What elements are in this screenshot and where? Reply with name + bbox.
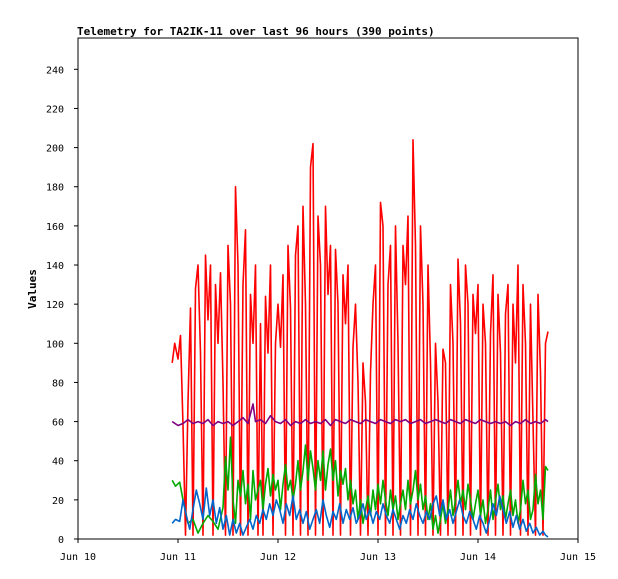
y-tick-label: 80 [52, 378, 64, 389]
y-tick-label: 220 [46, 104, 64, 115]
x-tick-label: Jun 15 [560, 552, 596, 563]
axes-group: 0 20 40 60 80 100 120 140 160 180 200 220 240 Jun 10 J… [46, 65, 596, 563]
series-line-1 [171, 139, 549, 536]
y-tick-label: 0 [58, 535, 64, 546]
series-line-2 [171, 403, 549, 427]
y-tick-label: 60 [52, 418, 64, 429]
y-tick-label: 140 [46, 261, 64, 272]
x-tick-label: Jun 12 [260, 552, 296, 563]
y-tick-label: 120 [46, 300, 64, 311]
y-tick-label: 100 [46, 339, 64, 350]
y-tick-label: 40 [52, 457, 64, 468]
y-tick-label: 200 [46, 144, 64, 155]
x-tick-label: Jun 11 [160, 552, 196, 563]
series-line-4 [171, 487, 549, 538]
plot-area-frame [77, 37, 579, 540]
x-tick-label: Jun 13 [360, 552, 396, 563]
y-axis-label: Values [26, 269, 39, 309]
chart-title: Telemetry for TA2IK-11 over last 96 hour… [77, 25, 435, 38]
y-tick-label: 20 [52, 496, 64, 507]
series-group [171, 139, 549, 538]
y-tick-label: 160 [46, 222, 64, 233]
y-tick-label: 180 [46, 183, 64, 194]
x-tick-label: Jun 10 [60, 552, 96, 563]
y-tick-label: 240 [46, 65, 64, 76]
x-tick-label: Jun 14 [460, 552, 496, 563]
series-line-3 [171, 436, 549, 534]
